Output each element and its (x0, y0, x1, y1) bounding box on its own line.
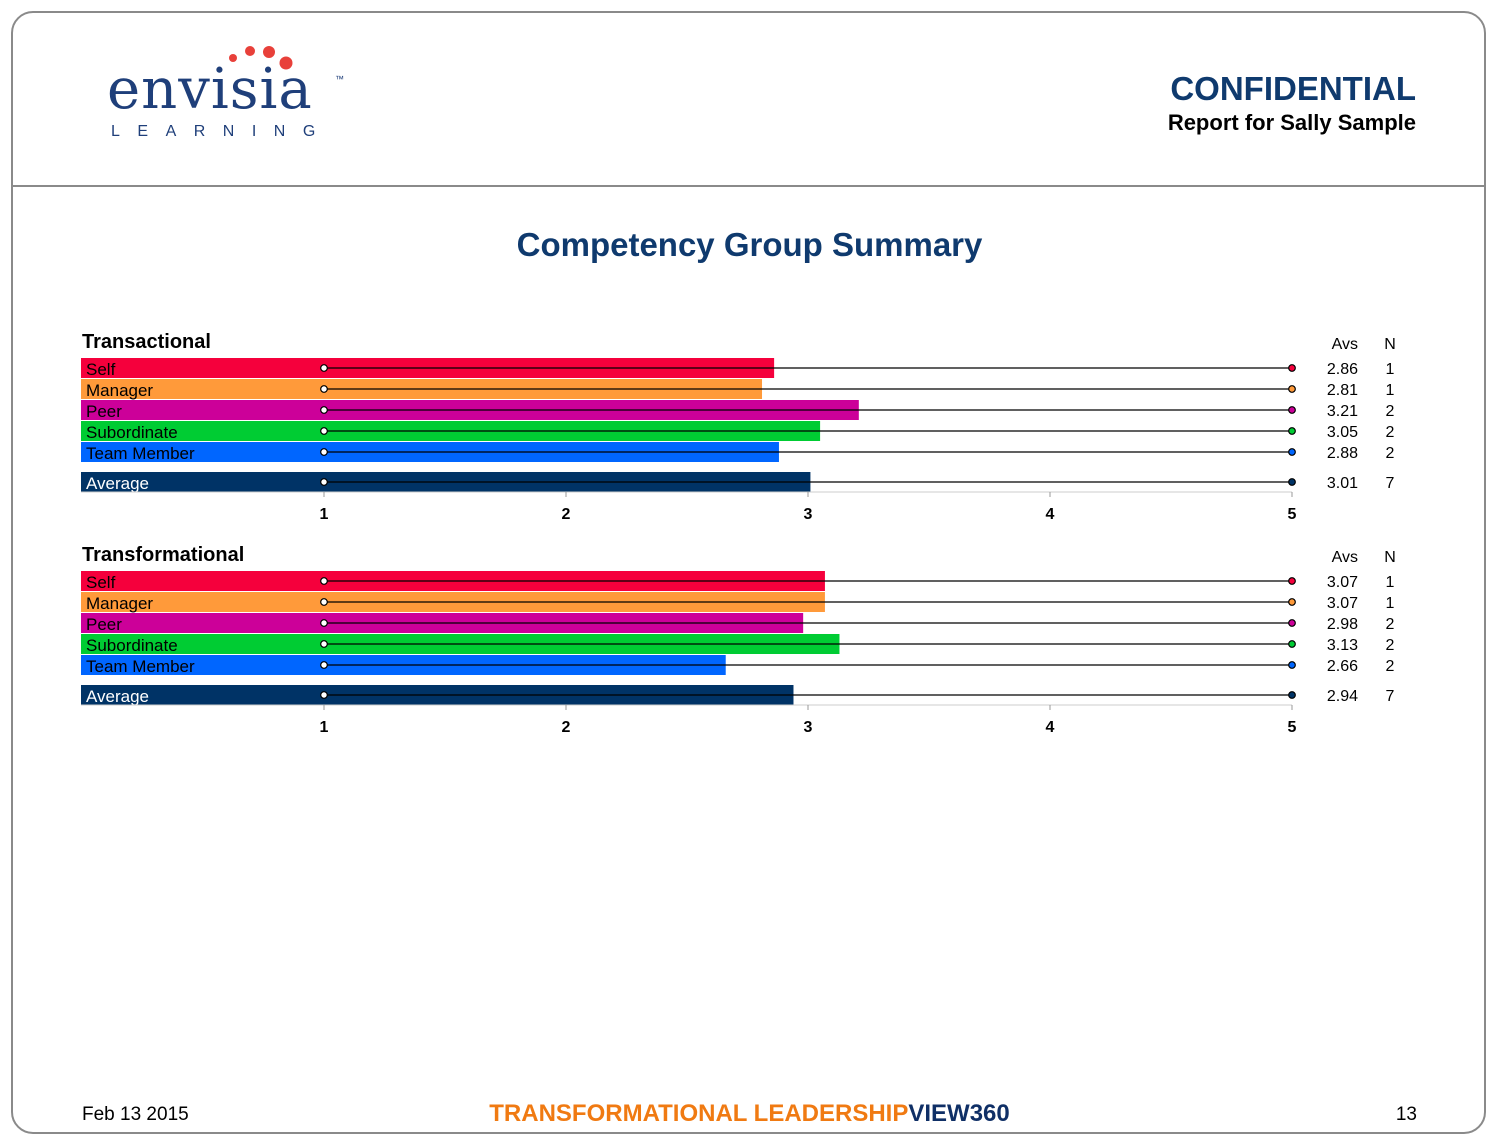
value-label: 3.07 (1327, 595, 1358, 612)
page-title: Competency Group Summary (516, 226, 983, 263)
bar-label: Subordinate (86, 636, 178, 655)
bar-label: Team Member (86, 444, 195, 463)
footer-brand-primary: TRANSFORMATIONAL LEADERSHIP (489, 1100, 909, 1127)
footer-brand: TRANSFORMATIONAL LEADERSHIPVIEW360 (0, 1100, 1499, 1128)
logo-subtitle: LEARNING (111, 123, 333, 140)
footer-page-number: 13 (1395, 1104, 1417, 1125)
n-label: 2 (1386, 445, 1395, 462)
range-end-marker (1288, 691, 1296, 699)
x-tick-label: 3 (804, 506, 813, 523)
range-end-marker (1288, 661, 1296, 669)
bar-label: Team Member (86, 657, 195, 676)
range-end-marker (1288, 427, 1296, 435)
range-start-marker (320, 661, 328, 669)
range-start-marker (320, 364, 328, 372)
bar-label: Average (86, 474, 149, 493)
confidential-label: CONFIDENTIAL (1170, 70, 1416, 107)
bar-label: Subordinate (86, 423, 178, 442)
value-label: 3.01 (1327, 475, 1358, 492)
range-start-marker (320, 619, 328, 627)
chart-group-1: Transformational Avs N Self 3.07 1 Manager 3.07… (81, 544, 1396, 736)
n-label: 2 (1386, 658, 1395, 675)
value-label: 3.07 (1327, 574, 1358, 591)
range-start-marker (320, 385, 328, 393)
range-end-marker (1288, 598, 1296, 606)
range-start-marker (320, 598, 328, 606)
range-start-marker (320, 448, 328, 456)
x-tick-label: 2 (562, 719, 571, 736)
column-header-avs: Avs (1332, 336, 1358, 353)
value-label: 2.94 (1327, 688, 1358, 705)
n-label: 2 (1386, 403, 1395, 420)
value-label: 3.05 (1327, 424, 1358, 441)
column-header-n: N (1384, 336, 1396, 353)
n-label: 7 (1386, 475, 1395, 492)
range-end-marker (1288, 406, 1296, 414)
x-tick-label: 4 (1046, 719, 1055, 736)
x-tick-label: 1 (320, 506, 329, 523)
n-label: 2 (1386, 424, 1395, 441)
range-start-marker (320, 478, 328, 486)
range-start-marker (320, 577, 328, 585)
x-tick-label: 4 (1046, 506, 1055, 523)
n-label: 1 (1386, 382, 1395, 399)
bar-label: Average (86, 687, 149, 706)
logo-trademark: ™ (335, 74, 344, 84)
n-label: 1 (1386, 595, 1395, 612)
bar-label: Peer (86, 402, 122, 421)
range-end-marker (1288, 619, 1296, 627)
range-start-marker (320, 406, 328, 414)
envisia-logo: envisia ™ LEARNING (105, 40, 365, 150)
bar-label: Self (86, 573, 116, 592)
bar-label: Self (86, 360, 116, 379)
range-end-marker (1288, 640, 1296, 648)
value-label: 3.13 (1327, 637, 1358, 654)
x-tick-label: 3 (804, 719, 813, 736)
n-label: 1 (1386, 574, 1395, 591)
x-tick-label: 1 (320, 719, 329, 736)
logo-dots-icon (229, 46, 293, 70)
range-end-marker (1288, 478, 1296, 486)
n-label: 7 (1386, 688, 1395, 705)
report-for-label: Report for Sally Sample (1167, 110, 1416, 135)
group-title: Transformational (82, 544, 244, 566)
value-label: 2.81 (1327, 382, 1358, 399)
value-label: 3.21 (1327, 403, 1358, 420)
logo-word: envisia (107, 57, 313, 122)
header-divider (13, 185, 1486, 187)
footer-brand-secondary: VIEW360 (908, 1100, 1010, 1127)
value-label: 2.66 (1327, 658, 1358, 675)
range-end-marker (1288, 448, 1296, 456)
column-header-avs: Avs (1332, 549, 1358, 566)
bar-label: Manager (86, 381, 153, 400)
range-start-marker (320, 640, 328, 648)
column-header-n: N (1384, 549, 1396, 566)
range-end-marker (1288, 577, 1296, 585)
bar-label: Peer (86, 615, 122, 634)
x-tick-label: 2 (562, 506, 571, 523)
n-label: 1 (1386, 361, 1395, 378)
value-label: 2.88 (1327, 445, 1358, 462)
value-label: 2.98 (1327, 616, 1358, 633)
page-frame (11, 11, 1486, 1134)
n-label: 2 (1386, 616, 1395, 633)
range-end-marker (1288, 385, 1296, 393)
footer-date: Feb 13 2015 (82, 1104, 189, 1125)
value-label: 2.86 (1327, 361, 1358, 378)
x-tick-label: 5 (1288, 506, 1297, 523)
n-label: 2 (1386, 637, 1395, 654)
competency-chart: Transactional Avs N Self 2.86 1 Manager 2.81 1 Pe… (81, 331, 1396, 736)
range-start-marker (320, 691, 328, 699)
range-end-marker (1288, 364, 1296, 372)
chart-group-0: Transactional Avs N Self 2.86 1 Manager 2.81 1 Pe… (81, 331, 1396, 523)
group-title: Transactional (82, 331, 211, 353)
bar-label: Manager (86, 594, 153, 613)
range-start-marker (320, 427, 328, 435)
x-tick-label: 5 (1288, 719, 1297, 736)
